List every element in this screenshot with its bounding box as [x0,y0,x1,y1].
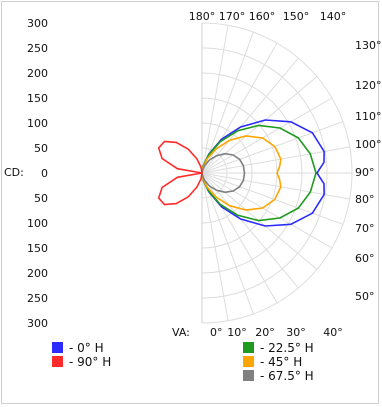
grid-radial [201,172,350,200]
cd-tick-label: 0 [41,167,48,180]
cd-tick-label: 150 [27,92,48,105]
cd-tick-label: 300 [27,17,48,30]
curve-series-2 [201,124,317,222]
cd-tick-label: 200 [27,267,48,280]
top-angle-label: 170° [219,10,246,23]
right-angle-label: 130° [355,39,382,52]
cd-tick-label: 50 [34,192,48,205]
curves [157,119,325,227]
cd-tick-label: 250 [27,42,48,55]
right-angle-label: 60° [355,252,375,265]
right-angle-label: 90° [355,166,375,179]
chart-frame [1,1,379,404]
legend-label: - 90° H [69,355,111,369]
cd-tick-label: 150 [27,242,48,255]
grid-radial [201,172,299,289]
legend-swatch [52,356,63,367]
right-angle-label: 100° [355,138,382,151]
grid-radial [201,146,350,174]
legend-swatch [243,342,254,353]
top-angle-label: 150° [283,10,310,23]
cd-tick-label: 100 [27,217,48,230]
right-angle-label: 50° [355,290,375,303]
grid-radial [201,172,344,225]
legend-label: - 45° H [260,355,302,369]
grid-radial [201,172,333,249]
grid-radial [201,97,333,174]
grid-radial [201,31,254,174]
bottom-angle-label: 0° [210,326,223,339]
cd-axis-label: CD: [4,166,24,179]
cd-tick-label: 200 [27,67,48,80]
legend-swatch [243,356,254,367]
right-angle-label: 110° [355,110,382,123]
legend-label: - 67.5° H [260,369,314,383]
curve-series-1 [201,119,325,227]
cd-tick-labels: 300 250 200 150 100 50 0 50 100 150 200 250 300 [27,17,48,330]
legend-swatch [52,342,63,353]
cd-tick-label: 100 [27,117,48,130]
curve-series-4 [201,152,246,194]
cd-tick-label: 50 [34,142,48,155]
legend-label: - 0° H [69,341,104,355]
grid-radial [201,121,344,174]
va-axis-label: VA: [172,326,190,339]
cd-tick-label: 250 [27,292,48,305]
angle-labels: 180° 170° 160° 150° 140° 0° 10° 20° 30° 40° 130° 12… [189,10,382,339]
legend-label: - 22.5° H [260,341,314,355]
bottom-angle-label: 20° [255,326,275,339]
grid-radial [201,172,229,321]
right-angle-label: 70° [355,222,375,235]
right-angle-label: 80° [355,193,375,206]
bottom-angle-label: 40° [323,326,343,339]
legend-swatch [243,370,254,381]
legend: - 0° H- 90° H - 22.5° H- 45° H- 67.5° H [52,341,314,383]
bottom-angle-label: 30° [286,326,306,339]
top-angle-label: 180° [189,10,216,23]
bottom-angle-label: 10° [227,326,247,339]
curve-series-5 [157,140,203,206]
top-angle-label: 140° [320,10,347,23]
grid-radial [201,172,254,315]
grid-radial [201,57,299,174]
top-angle-label: 160° [249,10,276,23]
curve-series-3 [201,135,282,211]
grid-radial [201,25,229,174]
cd-tick-label: 300 [27,317,48,330]
right-angle-label: 120° [355,79,382,92]
